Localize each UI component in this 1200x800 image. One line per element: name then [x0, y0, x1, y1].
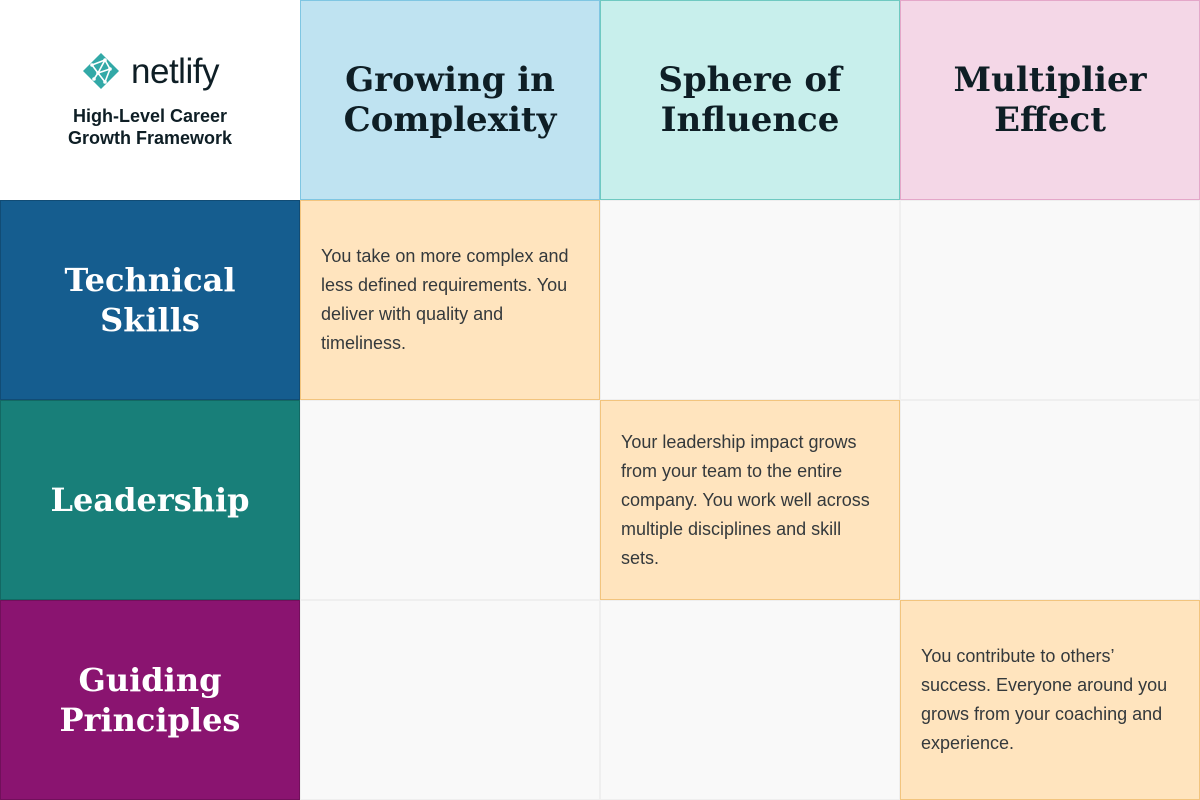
column-header-complexity: Growing in Complexity: [300, 0, 600, 200]
netlify-logo: netlify: [81, 51, 219, 91]
cell-technical-influence: [600, 200, 900, 400]
column-header-influence: Sphere of Influence: [600, 0, 900, 200]
brand-panel: netlify High-Level Career Growth Framewo…: [0, 0, 300, 200]
cell-technical-multiplier: [900, 200, 1200, 400]
cell-principles-multiplier: You contribute to others’ success. Every…: [900, 600, 1200, 800]
row-header-guiding-principles-label: Guiding Principles: [59, 661, 241, 739]
column-header-influence-label: Sphere of Influence: [658, 60, 842, 140]
logo-wordmark: netlify: [131, 51, 219, 91]
cell-leadership-complexity: [300, 400, 600, 600]
framework-subtitle: High-Level Career Growth Framework: [67, 106, 233, 148]
row-header-leadership-label: Leadership: [50, 481, 250, 519]
cell-technical-complexity-text: You take on more complex and less define…: [321, 246, 569, 353]
row-header-technical-skills: Technical Skills: [0, 200, 300, 400]
cell-leadership-influence: Your leadership impact grows from your t…: [600, 400, 900, 600]
cell-principles-complexity: [300, 600, 600, 800]
column-header-multiplier: Multiplier Effect: [900, 0, 1200, 200]
row-header-leadership: Leadership: [0, 400, 300, 600]
netlify-logo-icon: [83, 53, 120, 89]
cell-leadership-influence-text: Your leadership impact grows from your t…: [621, 431, 870, 568]
cell-leadership-multiplier: [900, 400, 1200, 600]
cell-technical-complexity: You take on more complex and less define…: [300, 200, 600, 400]
row-header-guiding-principles: Guiding Principles: [0, 600, 300, 800]
column-header-multiplier-label: Multiplier Effect: [953, 60, 1147, 140]
column-header-complexity-label: Growing in Complexity: [343, 60, 557, 140]
cell-principles-influence: [600, 600, 900, 800]
cell-principles-multiplier-text: You contribute to others’ success. Every…: [921, 646, 1168, 753]
row-header-technical-skills-label: Technical Skills: [64, 261, 236, 339]
